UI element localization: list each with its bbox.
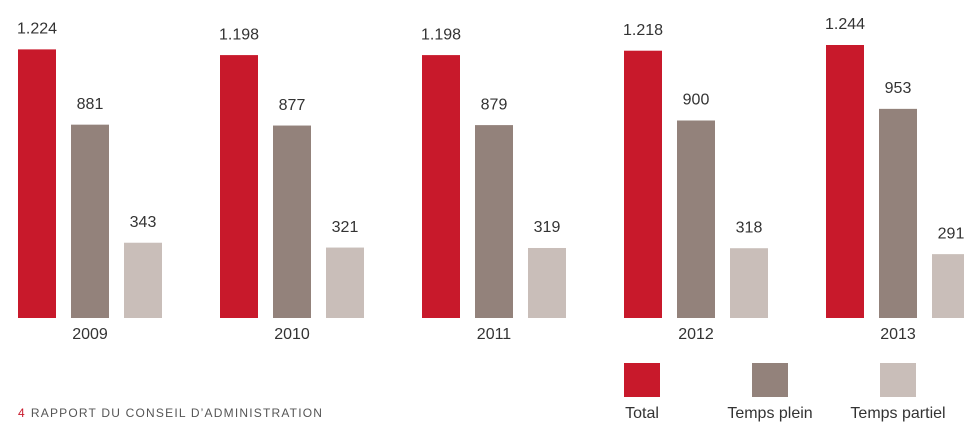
legend-swatch bbox=[624, 363, 660, 397]
value-label: 1.198 bbox=[219, 26, 259, 43]
x-tick-label: 2012 bbox=[678, 326, 714, 343]
bar bbox=[124, 242, 162, 318]
footer-text: RAPPORT DU CONSEIL D’ADMINISTRATION bbox=[31, 406, 323, 420]
bar bbox=[624, 50, 662, 319]
bar bbox=[879, 108, 917, 318]
value-label: 343 bbox=[130, 214, 157, 231]
legend-label: Temps plein bbox=[727, 405, 812, 422]
value-label: 879 bbox=[481, 96, 508, 113]
x-tick-label: 2010 bbox=[274, 326, 310, 343]
bar bbox=[528, 247, 566, 318]
bar bbox=[220, 55, 258, 319]
value-label: 321 bbox=[332, 219, 359, 236]
value-label: 877 bbox=[279, 97, 306, 114]
x-tick-label: 2013 bbox=[880, 326, 916, 343]
bar bbox=[932, 254, 964, 318]
x-tick-label: 2009 bbox=[72, 326, 108, 343]
legend-label: Temps partiel bbox=[850, 405, 945, 422]
legend-swatch bbox=[752, 363, 788, 397]
value-label: 1.224 bbox=[17, 21, 57, 38]
value-label: 900 bbox=[683, 92, 710, 109]
bar bbox=[730, 248, 768, 318]
bar bbox=[475, 125, 513, 318]
bar bbox=[422, 55, 460, 319]
value-label: 1.218 bbox=[623, 22, 663, 39]
value-label: 291 bbox=[938, 225, 964, 242]
legend-swatch bbox=[880, 363, 916, 397]
x-tick-label: 2011 bbox=[477, 326, 512, 343]
value-label: 318 bbox=[736, 219, 763, 236]
value-label: 319 bbox=[534, 219, 561, 236]
bar bbox=[273, 125, 311, 318]
bar bbox=[677, 120, 715, 318]
legend-label: Total bbox=[625, 405, 659, 422]
page-number: 4 bbox=[18, 406, 26, 420]
bar bbox=[18, 49, 56, 318]
value-label: 953 bbox=[885, 80, 912, 97]
bar bbox=[71, 124, 109, 318]
bar bbox=[826, 45, 864, 318]
value-label: 881 bbox=[77, 96, 104, 113]
value-label: 1.244 bbox=[825, 16, 865, 33]
bar bbox=[326, 247, 364, 318]
value-label: 1.198 bbox=[421, 26, 461, 43]
footer: 4 RAPPORT DU CONSEIL D’ADMINISTRATION bbox=[18, 406, 323, 420]
